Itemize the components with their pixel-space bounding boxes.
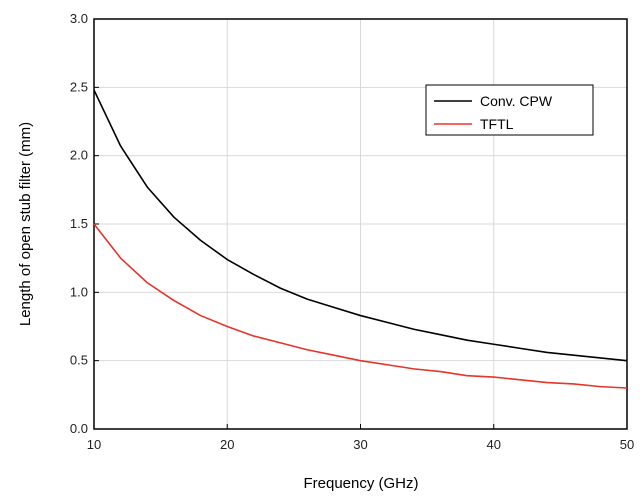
y-tick-label: 3.0	[70, 11, 88, 26]
legend: Conv. CPW TFTL	[425, 84, 594, 136]
y-tick-label: 0.5	[70, 353, 88, 368]
series-lines	[93, 89, 628, 389]
series-line-conv-cpw	[93, 89, 628, 362]
legend-label-conv-cpw: Conv. CPW	[480, 93, 553, 109]
grid	[94, 19, 627, 429]
y-tick-label: 2.5	[70, 79, 88, 94]
x-tick-label: 10	[87, 437, 101, 452]
y-tick-label: 1.5	[70, 216, 88, 231]
x-tick-label: 50	[620, 437, 634, 452]
y-tick-label: 0.0	[70, 421, 88, 436]
y-tick-label: 1.0	[70, 284, 88, 299]
legend-box	[425, 84, 594, 136]
legend-label-tftl: TFTL	[480, 116, 514, 132]
x-axis-label: Frequency (GHz)	[303, 475, 418, 492]
y-axis-label: Length of open stub filter (mm)	[17, 122, 34, 326]
series-line-tftl	[93, 223, 628, 389]
x-tick-label: 40	[487, 437, 501, 452]
y-tick-label: 2.0	[70, 148, 88, 163]
x-tick-label: 20	[220, 437, 234, 452]
x-tick-label: 30	[353, 437, 367, 452]
axis-ticks: 10 20 30 40 50 0.0 0.5 1.0 1.5 2.0 2.5 3.0	[70, 11, 634, 452]
